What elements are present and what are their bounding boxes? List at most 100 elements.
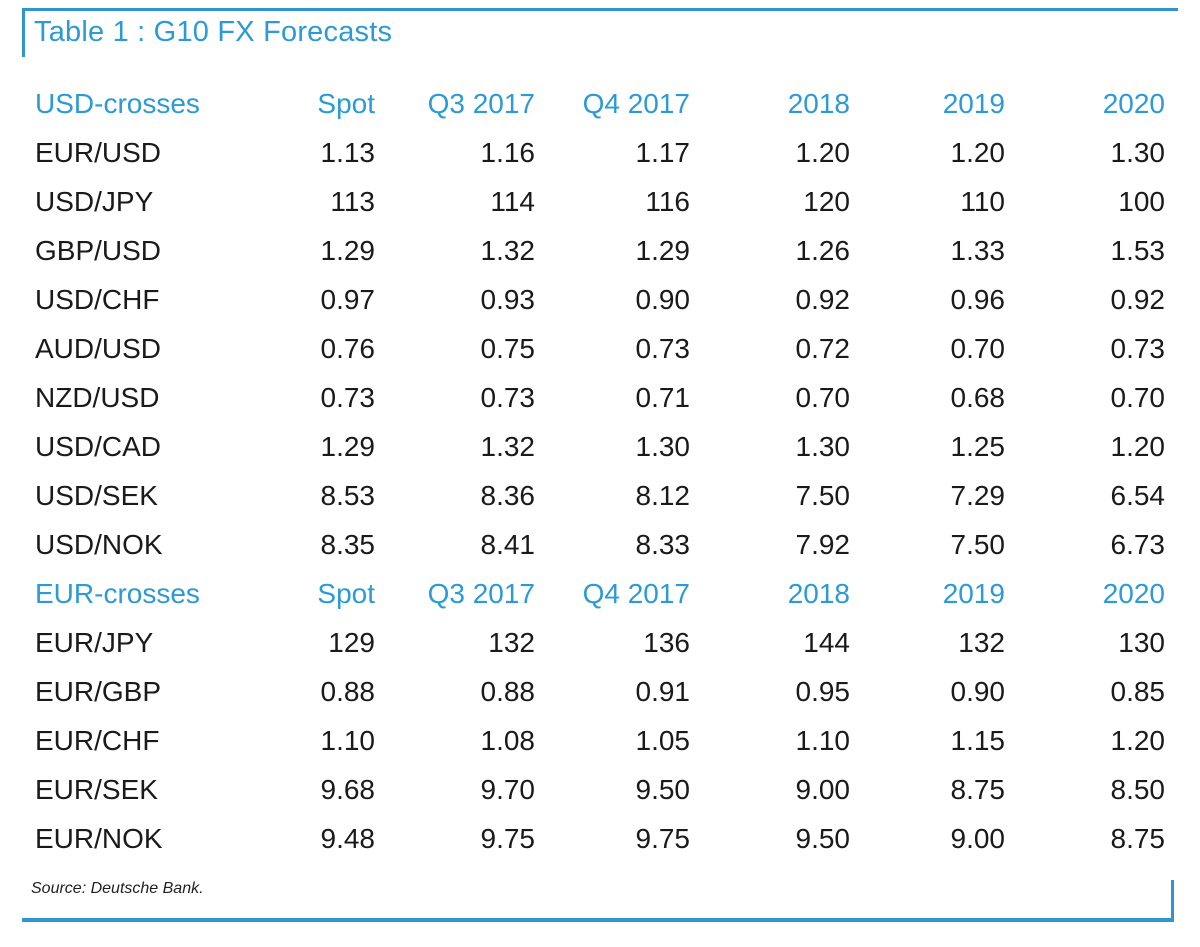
table-row: GBP/USD 1.29 1.32 1.29 1.26 1.33 1.53 — [35, 226, 1165, 275]
forecast-value-cell: 7.29 — [950, 479, 1006, 511]
forecast-value-cell: 9.70 — [480, 773, 536, 805]
column-header: Q4 2017 — [582, 87, 690, 119]
forecast-value-cell: 1.32 — [480, 430, 536, 462]
forecast-value-cell: 0.90 — [950, 675, 1006, 707]
section-header-row: USD-crosses Spot Q3 2017 Q4 2017 2018 2019 202… — [35, 79, 1165, 128]
forecast-value-cell: 0.92 — [795, 283, 851, 315]
column-header: 2020 — [1102, 87, 1165, 119]
column-header: Q3 2017 — [427, 87, 535, 119]
currency-pair-cell: GBP/USD — [35, 234, 162, 266]
table-row: USD/JPY 113 114 116 120 110 100 — [35, 177, 1165, 226]
table-row: EUR/SEK 9.68 9.70 9.50 9.00 8.75 8.50 — [35, 765, 1165, 814]
forecast-value-cell: 1.15 — [950, 724, 1006, 756]
forecast-value-cell: 9.00 — [950, 822, 1006, 854]
forecast-value-cell: 114 — [490, 185, 535, 217]
currency-pair-cell: USD/CAD — [35, 430, 162, 462]
forecast-value-cell: 8.36 — [480, 479, 536, 511]
forecast-value-cell: 0.70 — [950, 332, 1006, 364]
table-row: NZD/USD 0.73 0.73 0.71 0.70 0.68 0.70 — [35, 373, 1165, 422]
forecast-value-cell: 0.73 — [1110, 332, 1166, 364]
column-header: 2018 — [787, 87, 850, 119]
forecast-value-cell: 1.30 — [635, 430, 691, 462]
column-header: 2019 — [942, 87, 1005, 119]
forecast-value-cell: 0.90 — [635, 283, 691, 315]
forecast-value-cell: 1.33 — [950, 234, 1006, 266]
table-row: EUR/CHF 1.10 1.08 1.05 1.10 1.15 1.20 — [35, 716, 1165, 765]
table-row: EUR/NOK 9.48 9.75 9.75 9.50 9.00 8.75 — [35, 814, 1165, 863]
forecast-value-cell: 8.53 — [320, 479, 376, 511]
forecast-value-cell: 9.50 — [635, 773, 691, 805]
table-row: AUD/USD 0.76 0.75 0.73 0.72 0.70 0.73 — [35, 324, 1165, 373]
forecast-value-cell: 8.75 — [1110, 822, 1166, 854]
forecast-value-cell: 1.08 — [480, 724, 536, 756]
forecast-value-cell: 1.26 — [795, 234, 851, 266]
column-header: 2019 — [942, 577, 1005, 609]
forecast-value-cell: 144 — [803, 626, 850, 658]
forecast-value-cell: 6.54 — [1110, 479, 1166, 511]
forecast-value-cell: 0.88 — [320, 675, 376, 707]
source-note: Source: Deutsche Bank. — [31, 880, 204, 897]
forecast-value-cell: 136 — [643, 626, 690, 658]
forecast-value-cell: 1.20 — [1110, 724, 1166, 756]
forecast-value-cell: 1.16 — [480, 136, 536, 168]
forecast-value-cell: 0.75 — [480, 332, 536, 364]
forecast-value-cell: 7.92 — [795, 528, 851, 560]
forecast-value-cell: 0.70 — [795, 381, 851, 413]
forecast-value-cell: 0.88 — [480, 675, 536, 707]
currency-pair-cell: EUR/CHF — [35, 724, 160, 756]
forecast-value-cell: 1.17 — [635, 136, 691, 168]
column-header: Spot — [317, 577, 375, 609]
forecast-value-cell: 1.20 — [795, 136, 851, 168]
forecast-value-cell: 1.25 — [950, 430, 1006, 462]
forecast-value-cell: 0.91 — [635, 675, 691, 707]
forecast-value-cell: 9.75 — [635, 822, 691, 854]
fx-forecast-table: USD-crosses Spot Q3 2017 Q4 2017 2018 2019 202… — [35, 79, 1165, 863]
forecast-value-cell: 1.30 — [795, 430, 851, 462]
currency-pair-cell: EUR/SEK — [35, 773, 158, 805]
forecast-value-cell: 1.29 — [320, 234, 376, 266]
top-divider — [22, 8, 1178, 11]
forecast-value-cell: 1.32 — [480, 234, 536, 266]
section-header-label: USD-crosses — [35, 87, 200, 119]
forecast-value-cell: 8.35 — [320, 528, 376, 560]
forecast-value-cell: 6.73 — [1110, 528, 1166, 560]
forecast-value-cell: 8.41 — [480, 528, 536, 560]
forecast-value-cell: 1.29 — [635, 234, 691, 266]
table-row: USD/SEK 8.53 8.36 8.12 7.50 7.29 6.54 — [35, 471, 1165, 520]
forecast-value-cell: 0.72 — [795, 332, 851, 364]
currency-pair-cell: USD/NOK — [35, 528, 163, 560]
currency-pair-cell: EUR/JPY — [35, 626, 154, 658]
currency-pair-cell: EUR/NOK — [35, 822, 163, 854]
forecast-value-cell: 132 — [488, 626, 535, 658]
currency-pair-cell: EUR/USD — [35, 136, 162, 168]
forecast-value-cell: 1.10 — [795, 724, 851, 756]
bottom-right-corner-rule — [1171, 880, 1174, 922]
forecast-value-cell: 8.12 — [635, 479, 691, 511]
table-row: EUR/USD 1.13 1.16 1.17 1.20 1.20 1.30 — [35, 128, 1165, 177]
section-header-row: EUR-crosses Spot Q3 2017 Q4 2017 2018 2019 202… — [35, 569, 1165, 618]
forecast-value-cell: 9.48 — [320, 822, 376, 854]
forecast-value-cell: 9.00 — [795, 773, 851, 805]
column-header: 2018 — [787, 577, 850, 609]
forecast-value-cell: 7.50 — [950, 528, 1006, 560]
currency-pair-cell: USD/CHF — [35, 283, 160, 315]
forecast-value-cell: 1.10 — [320, 724, 376, 756]
forecast-value-cell: 0.97 — [320, 283, 376, 315]
table-row: EUR/JPY 129 132 136 144 132 130 — [35, 618, 1165, 667]
forecast-value-cell: 129 — [328, 626, 375, 658]
forecast-value-cell: 0.95 — [795, 675, 851, 707]
forecast-value-cell: 7.50 — [795, 479, 851, 511]
currency-pair-cell: EUR/GBP — [35, 675, 162, 707]
column-header: Q4 2017 — [582, 577, 690, 609]
forecast-value-cell: 1.29 — [320, 430, 376, 462]
forecast-value-cell: 130 — [1118, 626, 1165, 658]
column-header: Spot — [317, 87, 375, 119]
forecast-value-cell: 8.50 — [1110, 773, 1166, 805]
forecast-value-cell: 8.33 — [635, 528, 691, 560]
forecast-value-cell: 0.76 — [320, 332, 376, 364]
forecast-value-cell: 100 — [1118, 185, 1165, 217]
forecast-value-cell: 110 — [960, 185, 1005, 217]
forecast-value-cell: 1.20 — [950, 136, 1006, 168]
forecast-value-cell: 0.73 — [480, 381, 536, 413]
